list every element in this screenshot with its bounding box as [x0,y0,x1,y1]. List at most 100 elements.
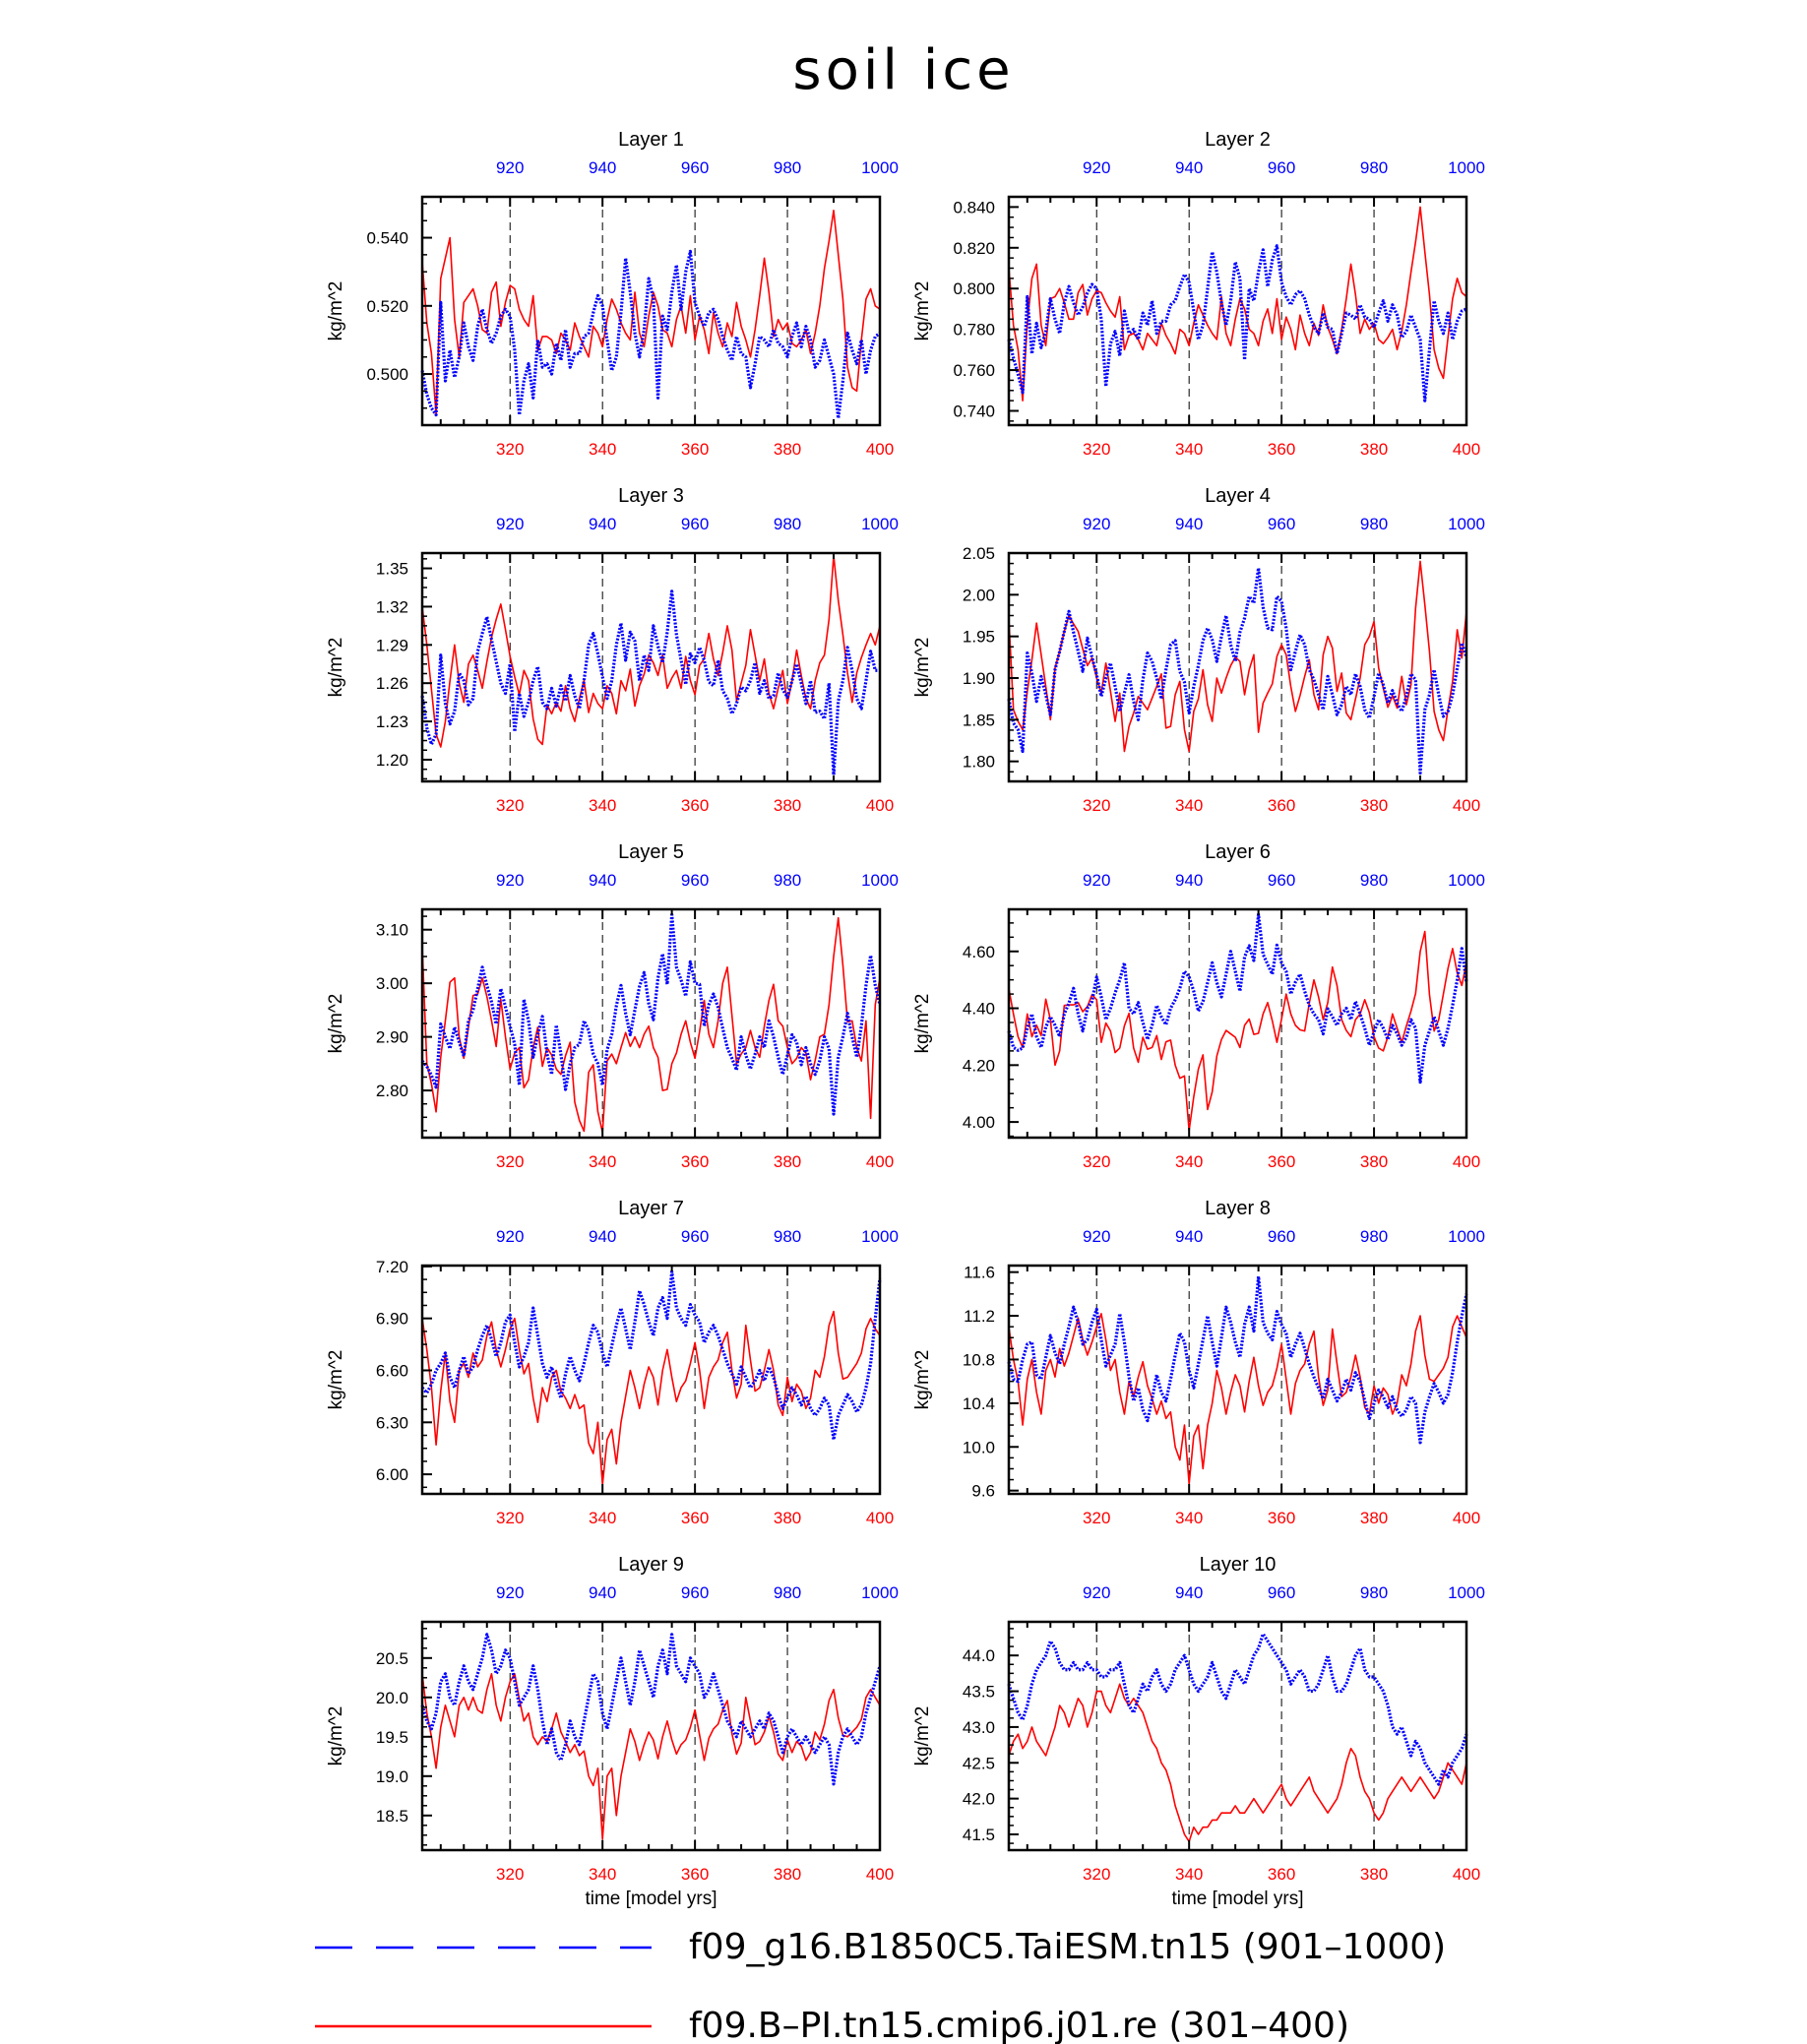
series-line-taiesm [1007,1632,1468,1786]
top-tick-label: 920 [1083,158,1110,177]
top-tick-label: 940 [1175,1583,1203,1602]
top-tick-label: 1000 [861,1227,899,1246]
bottom-tick-label: 380 [774,1152,801,1171]
panel-layer-10: Layer 10 320 340 360 380 400 920 940 960 980 1000 4… [912,1554,1485,1909]
top-tick-label: 920 [1083,1227,1110,1246]
y-tick-label: 1.20 [376,751,408,770]
top-tick-label: 940 [1175,158,1203,177]
bottom-tick-label: 360 [681,1509,709,1527]
top-tick-label: 960 [1268,158,1295,177]
y-tick-label: 6.90 [376,1310,408,1329]
bottom-tick-label: 360 [1268,440,1295,459]
bottom-tick-label: 400 [866,440,894,459]
panel-layer-5: Layer 5 320 340 360 380 400 920 940 960 980 1000 2.… [326,841,899,1171]
top-tick-label: 940 [589,158,616,177]
y-tick-label: 3.10 [376,921,408,940]
y-tick-label: 1.80 [963,753,995,772]
legend: f09_g16.B1850C5.TaiESM.tn15 (901–1000) f… [315,1927,1446,2044]
top-tick-label: 920 [1083,871,1110,890]
panel-layer-8: Layer 8 320 340 360 380 400 920 940 960 980 1000 9.… [912,1198,1485,1527]
y-tick-label: 1.29 [376,636,408,654]
panel-layer-9: Layer 9 320 340 360 380 400 920 940 960 980 1000 18… [326,1554,899,1909]
x-axis-label: time [model yrs] [1171,1889,1303,1909]
bottom-tick-label: 400 [1453,440,1480,459]
top-tick-label: 920 [496,871,524,890]
y-tick-label: 6.30 [376,1413,408,1432]
series-line-cmip6 [1008,930,1467,1132]
bottom-tick-label: 360 [1268,1152,1295,1171]
y-tick-label: 3.00 [376,974,408,993]
bottom-tick-label: 380 [1360,1152,1388,1171]
panel-layer-4: Layer 4 320 340 360 380 400 920 940 960 980 1000 1.… [912,485,1485,815]
y-tick-label: 0.540 [366,229,408,248]
y-tick-label: 41.5 [963,1826,995,1844]
y-tick-label: 43.0 [963,1718,995,1737]
series-line-cmip6 [1008,560,1467,753]
y-tick-label: 1.90 [963,669,995,688]
panel-title: Layer 4 [1205,485,1271,507]
top-tick-label: 920 [496,515,524,533]
bottom-tick-label: 320 [496,1509,524,1527]
bottom-tick-label: 340 [589,1152,616,1171]
y-tick-label: 10.8 [963,1350,995,1369]
top-tick-label: 920 [496,158,524,177]
top-tick-label: 940 [589,515,616,533]
bottom-tick-label: 400 [1453,1865,1480,1884]
top-tick-label: 920 [496,1583,524,1602]
y-tick-label: 43.5 [963,1683,995,1702]
top-tick-label: 960 [681,515,709,533]
bottom-tick-label: 400 [866,1152,894,1171]
top-tick-label: 980 [774,515,801,533]
top-tick-label: 980 [774,1227,801,1246]
y-tick-label: 0.780 [953,321,995,340]
top-tick-label: 980 [1360,871,1388,890]
top-tick-label: 1000 [861,158,899,177]
y-tick-label: 2.90 [376,1028,408,1047]
y-tick-label: 19.5 [376,1728,408,1747]
bottom-tick-label: 400 [866,1865,894,1884]
bottom-tick-label: 320 [1083,1509,1110,1527]
bottom-tick-label: 380 [774,1865,801,1884]
bottom-tick-label: 320 [1083,1152,1110,1171]
bottom-tick-label: 400 [866,796,894,815]
bottom-tick-label: 360 [681,1865,709,1884]
panel-layer-3: Layer 3 320 340 360 380 400 920 940 960 980 1000 1.… [326,485,899,815]
legend-label-blue: f09_g16.B1850C5.TaiESM.tn15 (901–1000) [689,1927,1446,1967]
top-tick-label: 1000 [1448,515,1485,533]
top-tick-label: 980 [1360,1583,1388,1602]
top-tick-label: 940 [1175,515,1203,533]
bottom-tick-label: 340 [1175,796,1203,815]
bottom-tick-label: 400 [1453,1152,1480,1171]
y-axis-label: kg/m^2 [912,638,933,698]
bottom-tick-label: 380 [774,796,801,815]
bottom-tick-label: 380 [774,440,801,459]
y-tick-label: 6.60 [376,1361,408,1380]
bottom-tick-label: 340 [1175,1865,1203,1884]
series-line-cmip6 [421,210,881,416]
top-tick-label: 980 [774,158,801,177]
bottom-tick-label: 340 [589,440,616,459]
top-tick-label: 940 [589,871,616,890]
top-tick-label: 940 [1175,1227,1203,1246]
y-tick-label: 19.0 [376,1767,408,1786]
y-tick-label: 10.0 [963,1438,995,1456]
top-tick-label: 920 [1083,1583,1110,1602]
y-tick-label: 4.40 [963,1000,995,1019]
panel-title: Layer 10 [1200,1554,1277,1576]
bottom-tick-label: 360 [1268,1865,1295,1884]
series-line-taiesm [420,249,881,420]
top-tick-label: 980 [1360,1227,1388,1246]
bottom-tick-label: 320 [496,796,524,815]
y-tick-label: 1.26 [376,674,408,693]
plot-frame [420,1264,882,1496]
y-tick-label: 0.800 [953,279,995,298]
panel-title: Layer 1 [618,129,684,151]
series-line-taiesm [420,1633,882,1786]
panel-layer-6: Layer 6 320 340 360 380 400 920 940 960 980 1000 4.… [912,841,1485,1171]
panel-title: Layer 6 [1205,841,1271,863]
top-tick-label: 980 [1360,158,1388,177]
y-tick-label: 2.05 [963,544,995,563]
y-tick-label: 9.6 [971,1482,995,1501]
y-tick-label: 0.740 [953,403,995,421]
